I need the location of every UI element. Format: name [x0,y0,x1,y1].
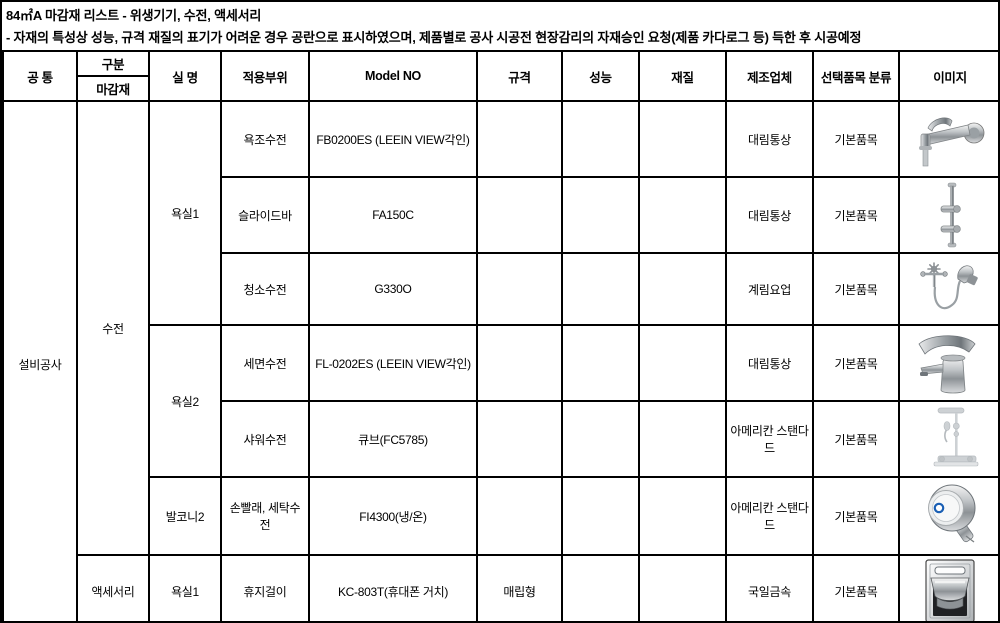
cell-manufacturer: 아메리칸 스탠다드 [725,476,814,556]
cell-group-faucet: 수전 [76,100,150,556]
laundry-valve-image [903,480,997,552]
slide-bar-image [903,180,997,250]
header-spec: 규격 [476,50,563,102]
cell-spec: 매립형 [476,554,563,621]
cleaning-faucet-image [903,257,997,321]
cell-option: 기본품목 [812,176,900,254]
cell-area: 샤워수전 [220,400,310,478]
cell-manufacturer: 대림통상 [725,100,814,178]
cell-area: 슬라이드바 [220,176,310,254]
cell-option: 기본품목 [812,554,900,621]
table-row: 액세서리 욕실1 휴지걸이 KC-803T(휴대폰 거치) 매립형 국일금속 기… [3,554,998,621]
cell-spec [476,176,563,254]
header-material: 재질 [638,50,727,102]
cell-area: 손빨래, 세탁수전 [220,476,310,556]
cell-option: 기본품목 [812,324,900,402]
header-common: 공 통 [2,50,78,102]
cell-performance [561,476,640,556]
cell-area: 청소수전 [220,252,310,326]
cell-performance [561,554,640,621]
cell-manufacturer: 아메리칸 스탠다드 [725,400,814,478]
cell-model: KC-803T(휴대폰 거치) [308,554,478,621]
cell-model: FI4300(냉/온) [308,476,478,556]
shower-column-image [903,404,997,474]
table-row: 슬라이드바 FA150C 대림통상 기본품목 [3,176,998,254]
cell-room-bath2: 욕실2 [148,324,222,478]
header-manufacturer: 제조업체 [725,50,814,102]
header-room: 실 명 [148,50,222,102]
materials-table: 공 통 구분 실 명 적용부위 Model NO 규격 성능 재질 제조업체 선… [2,50,998,621]
cell-spec [476,324,563,402]
cell-material [638,324,727,402]
cell-spec [476,100,563,178]
header-option-class: 선택품목 분류 [812,50,900,102]
header-performance: 성능 [561,50,640,102]
cell-material [638,554,727,621]
header-finish: 마감재 [76,75,150,102]
basin-faucet-image [903,328,997,398]
cell-option: 기본품목 [812,476,900,556]
cell-manufacturer: 대림통상 [725,324,814,402]
cell-performance [561,324,640,402]
cell-model: FB0200ES (LEEIN VIEW각인) [308,100,478,178]
cell-manufacturer: 국일금속 [725,554,814,621]
title-block: 84㎡A 마감재 리스트 - 위생기기, 수전, 액세서리 - 자재의 특성상 … [2,2,998,50]
bath-faucet-image [903,105,997,173]
cell-option: 기본품목 [812,252,900,326]
cell-option: 기본품목 [812,100,900,178]
cell-model: FL-0202ES (LEEIN VIEW각인) [308,324,478,402]
cell-common-value: 설비공사 [2,100,78,621]
cell-material [638,176,727,254]
cell-material [638,100,727,178]
table-row: 샤워수전 큐브(FC5785) 아메리칸 스탠다드 기본품목 [3,400,998,478]
cell-manufacturer: 계림요업 [725,252,814,326]
cell-material [638,252,727,326]
cell-performance [561,100,640,178]
header-category: 구분 [76,50,150,77]
cell-area: 욕조수전 [220,100,310,178]
header-area: 적용부위 [220,50,310,102]
cell-room-bath1-acc: 욕실1 [148,554,222,621]
cell-model: 큐브(FC5785) [308,400,478,478]
cell-performance [561,400,640,478]
cell-performance [561,176,640,254]
cell-model: G330O [308,252,478,326]
cell-option: 기본품목 [812,400,900,478]
cell-material [638,400,727,478]
cell-material [638,476,727,556]
cell-performance [561,252,640,326]
cell-spec [476,400,563,478]
cell-group-accessory: 액세서리 [76,554,150,621]
cell-model: FA150C [308,176,478,254]
cell-spec [476,476,563,556]
cell-spec [476,252,563,326]
table-row: 욕실2 세면수전 FL-0202ES (LEEIN VIEW각인) 대림통상 기… [3,324,998,478]
cell-room-bath1: 욕실1 [148,100,222,326]
page-note: - 자재의 특성상 성능, 규격 재질의 표기가 어려운 경우 공란으로 표시하… [6,30,862,45]
table-row: 청소수전 G330O 계림요업 기본품목 [3,252,998,326]
cell-area: 휴지걸이 [220,554,310,621]
header-image: 이미지 [898,50,998,102]
cell-area: 세면수전 [220,324,310,402]
paper-holder-image [903,558,997,621]
cell-manufacturer: 대림통상 [725,176,814,254]
table-row: 설비공사 수전 욕실1 욕조수전 FB0200ES (LEEIN VIEW각인)… [2,100,998,621]
page-title: 84㎡A 마감재 리스트 - 위생기기, 수전, 액세서리 [6,8,262,23]
header-model: Model NO [308,50,478,102]
table-row: 발코니2 손빨래, 세탁수전 FI4300(냉/온) 아메리칸 스탠다드 기본품… [3,476,998,556]
cell-room-balcony2: 발코니2 [148,476,222,556]
